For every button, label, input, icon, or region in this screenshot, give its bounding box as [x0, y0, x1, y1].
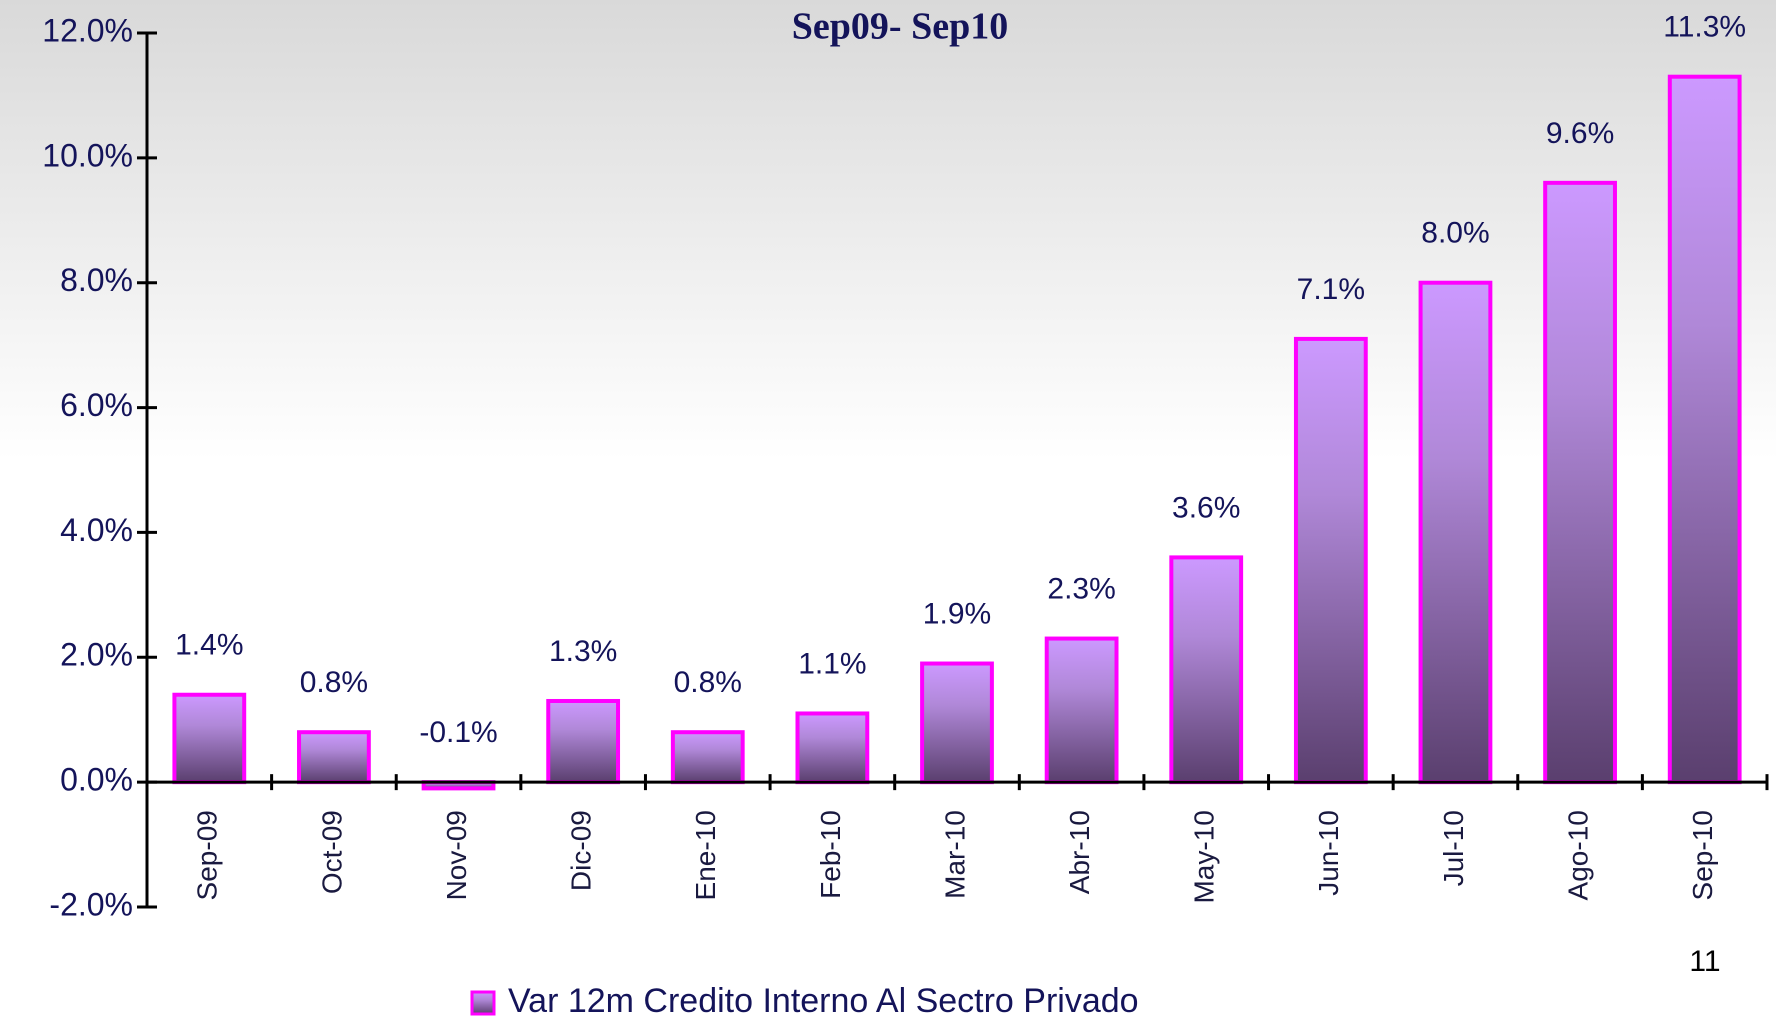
- bar: [1418, 280, 1493, 785]
- x-tick-label: Sep-10: [1687, 810, 1718, 900]
- value-label: 7.1%: [1297, 273, 1365, 306]
- x-tick-label: Sep-09: [192, 810, 223, 900]
- y-tick-label: 8.0%: [60, 262, 133, 298]
- bar: [1044, 636, 1119, 785]
- y-tick-label: 0.0%: [60, 762, 133, 798]
- y-tick-label: 12.0%: [42, 12, 133, 48]
- value-label: 1.1%: [798, 647, 866, 680]
- bar: [795, 711, 870, 785]
- value-label: 0.8%: [300, 666, 368, 699]
- x-tick-label: May-10: [1189, 810, 1220, 903]
- value-label: 0.8%: [674, 666, 742, 699]
- chart-title: Sep09- Sep10: [792, 6, 1008, 48]
- x-tick-label: Ene-10: [690, 810, 721, 900]
- bar: [172, 692, 247, 785]
- y-tick-label: 4.0%: [60, 512, 133, 548]
- legend-label: Var 12m Credito Interno Al Sectro Privad…: [508, 982, 1139, 1020]
- legend-swatch: [470, 990, 496, 1016]
- x-tick-label: Abr-10: [1064, 810, 1095, 894]
- x-tick-label: Jun-10: [1313, 810, 1344, 896]
- bar: [670, 730, 745, 785]
- x-tick-label: Nov-09: [441, 810, 472, 900]
- bar: [1169, 555, 1244, 785]
- x-tick-label: Oct-09: [316, 810, 347, 894]
- x-tick-label: Jul-10: [1438, 810, 1469, 886]
- value-label: 3.6%: [1172, 491, 1240, 524]
- y-tick-label: -2.0%: [49, 886, 133, 922]
- y-tick-label: 10.0%: [42, 137, 133, 173]
- x-tick-label: Mar-10: [939, 810, 970, 899]
- value-label: 9.6%: [1546, 117, 1614, 150]
- bar: [546, 698, 621, 785]
- bar: [1293, 336, 1368, 785]
- value-label: 1.4%: [175, 629, 243, 662]
- value-label: 2.3%: [1047, 572, 1115, 605]
- value-label: 8.0%: [1421, 217, 1489, 250]
- page-number: 11: [1689, 945, 1720, 978]
- x-tick-label: Ago-10: [1562, 810, 1593, 900]
- bar: [297, 730, 371, 785]
- value-label: 11.3%: [1663, 11, 1746, 44]
- x-tick-label: Feb-10: [815, 810, 846, 899]
- bar: [1543, 180, 1617, 785]
- y-tick-label: 6.0%: [60, 387, 133, 423]
- value-label: 1.9%: [923, 597, 991, 630]
- value-label: -0.1%: [419, 716, 497, 749]
- bar: [1667, 74, 1742, 785]
- value-label: 1.3%: [549, 635, 617, 668]
- y-tick-label: 2.0%: [60, 637, 133, 673]
- x-tick-label: Dic-09: [566, 810, 597, 891]
- bar: [920, 661, 994, 785]
